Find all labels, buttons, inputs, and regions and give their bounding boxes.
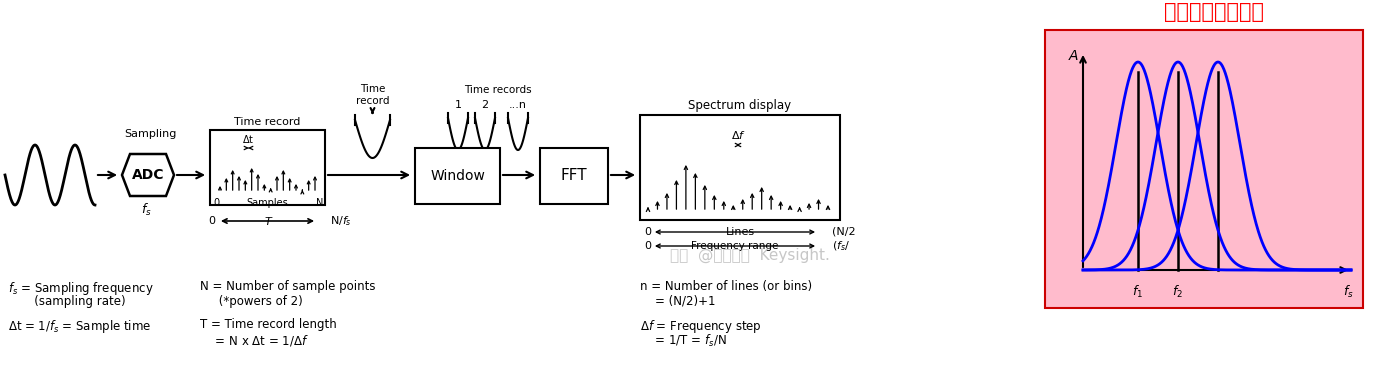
Text: 并行滤波器组处理: 并行滤波器组处理 bbox=[1164, 2, 1265, 22]
Text: 知乎  @是德科技  Keysight.: 知乎 @是德科技 Keysight. bbox=[670, 247, 830, 263]
Text: $\Delta$t: $\Delta$t bbox=[243, 133, 255, 145]
Text: $\Delta$$f$: $\Delta$$f$ bbox=[731, 129, 746, 141]
Bar bbox=[541, 148, 608, 204]
Text: = (N/2)+1: = (N/2)+1 bbox=[640, 295, 716, 308]
Text: = 1/T = $f_s$/N: = 1/T = $f_s$/N bbox=[640, 333, 727, 349]
Text: 0: 0 bbox=[644, 227, 651, 237]
Text: $f_2$: $f_2$ bbox=[1172, 284, 1183, 300]
Text: Window: Window bbox=[430, 169, 485, 183]
Text: N/$f_s$: N/$f_s$ bbox=[330, 214, 352, 228]
Text: ($f_s$/: ($f_s$/ bbox=[832, 239, 851, 253]
Text: (sampling rate): (sampling rate) bbox=[8, 295, 125, 308]
Text: Time record: Time record bbox=[234, 117, 301, 127]
Text: ADC: ADC bbox=[132, 168, 164, 182]
Text: (*powers of 2): (*powers of 2) bbox=[200, 295, 303, 308]
Text: 0: 0 bbox=[644, 241, 651, 251]
Text: (N/2: (N/2 bbox=[832, 227, 855, 237]
Text: $A$: $A$ bbox=[1067, 49, 1078, 63]
Text: Sampling: Sampling bbox=[124, 129, 177, 139]
Bar bbox=[415, 148, 501, 204]
Text: $f_s$: $f_s$ bbox=[1343, 284, 1353, 300]
Text: T: T bbox=[265, 217, 270, 227]
Text: Spectrum display: Spectrum display bbox=[688, 99, 792, 111]
Bar bbox=[640, 115, 840, 220]
Bar bbox=[1045, 30, 1362, 308]
Text: n = Number of lines (or bins): n = Number of lines (or bins) bbox=[640, 280, 812, 293]
Text: 0: 0 bbox=[208, 216, 215, 226]
Text: $f_1$: $f_1$ bbox=[1132, 284, 1143, 300]
Text: 1: 1 bbox=[455, 100, 462, 110]
Text: Frequency range: Frequency range bbox=[691, 241, 779, 251]
Text: 2: 2 bbox=[481, 100, 488, 110]
Text: $\Delta$t = 1/$f_s$ = Sample time: $\Delta$t = 1/$f_s$ = Sample time bbox=[8, 318, 152, 335]
Bar bbox=[210, 130, 325, 205]
Text: $f_s$: $f_s$ bbox=[141, 202, 152, 218]
Text: N: N bbox=[316, 198, 324, 208]
Text: 0: 0 bbox=[212, 198, 219, 208]
Text: Time
record: Time record bbox=[356, 84, 389, 106]
Text: T = Time record length: T = Time record length bbox=[200, 318, 336, 331]
Text: $f_s$ = Sampling frequency: $f_s$ = Sampling frequency bbox=[8, 280, 153, 297]
Text: ...n: ...n bbox=[509, 100, 527, 110]
Text: = N x $\Delta$t = 1/$\Delta$$f$: = N x $\Delta$t = 1/$\Delta$$f$ bbox=[200, 333, 309, 348]
Text: Samples: Samples bbox=[247, 198, 288, 208]
Text: Time records: Time records bbox=[465, 85, 532, 95]
Text: FFT: FFT bbox=[561, 169, 587, 184]
Text: N = Number of sample points: N = Number of sample points bbox=[200, 280, 375, 293]
Text: Lines: Lines bbox=[725, 227, 754, 237]
Text: $\Delta$$f$ = Frequency step: $\Delta$$f$ = Frequency step bbox=[640, 318, 761, 335]
